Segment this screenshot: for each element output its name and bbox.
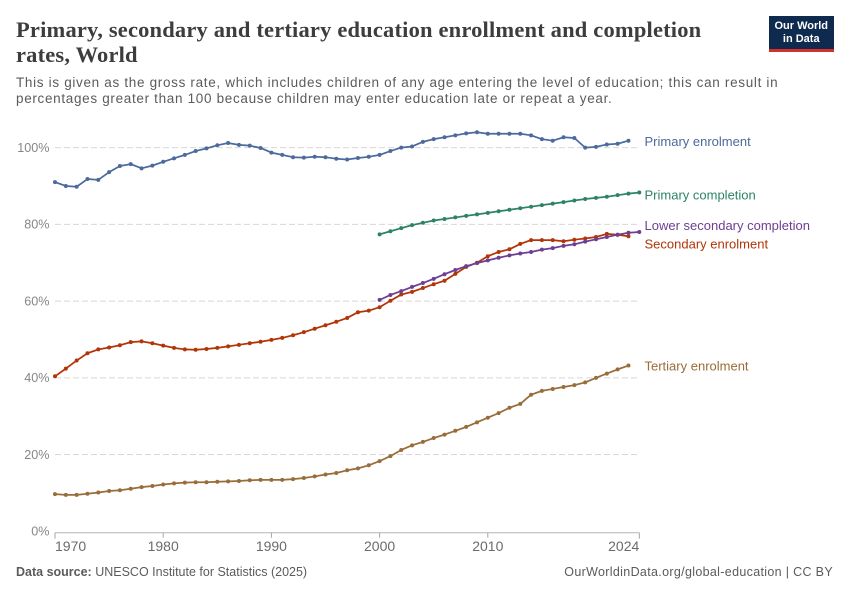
svg-text:Lower secondary completion: Lower secondary completion [645,218,810,233]
svg-text:2024: 2024 [608,538,639,554]
svg-text:2000: 2000 [364,538,395,554]
svg-text:1980: 1980 [148,538,179,554]
svg-text:Primary enrolment: Primary enrolment [645,134,752,149]
svg-text:Primary completion: Primary completion [645,187,756,202]
svg-text:100%: 100% [17,141,49,155]
svg-text:1990: 1990 [256,538,287,554]
svg-text:1970: 1970 [55,538,86,554]
svg-text:0%: 0% [31,525,49,539]
svg-text:80%: 80% [24,218,49,232]
svg-text:Secondary enrolment: Secondary enrolment [645,236,769,251]
svg-text:Tertiary enrolment: Tertiary enrolment [645,359,749,374]
svg-text:60%: 60% [24,294,49,308]
svg-text:40%: 40% [24,371,49,385]
svg-text:2010: 2010 [472,538,503,554]
svg-text:20%: 20% [24,448,49,462]
